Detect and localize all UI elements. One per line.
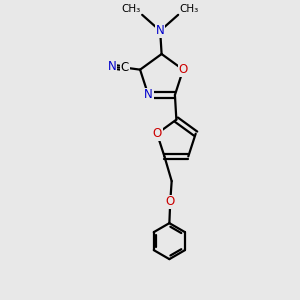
Text: O: O xyxy=(178,63,188,76)
Text: CH₃: CH₃ xyxy=(180,4,199,14)
Text: N: N xyxy=(108,60,116,73)
Text: O: O xyxy=(166,196,175,208)
Text: N: N xyxy=(144,88,153,101)
Text: C: C xyxy=(121,61,129,74)
Text: N: N xyxy=(156,24,164,37)
Text: O: O xyxy=(152,127,162,140)
Text: CH₃: CH₃ xyxy=(122,4,141,14)
